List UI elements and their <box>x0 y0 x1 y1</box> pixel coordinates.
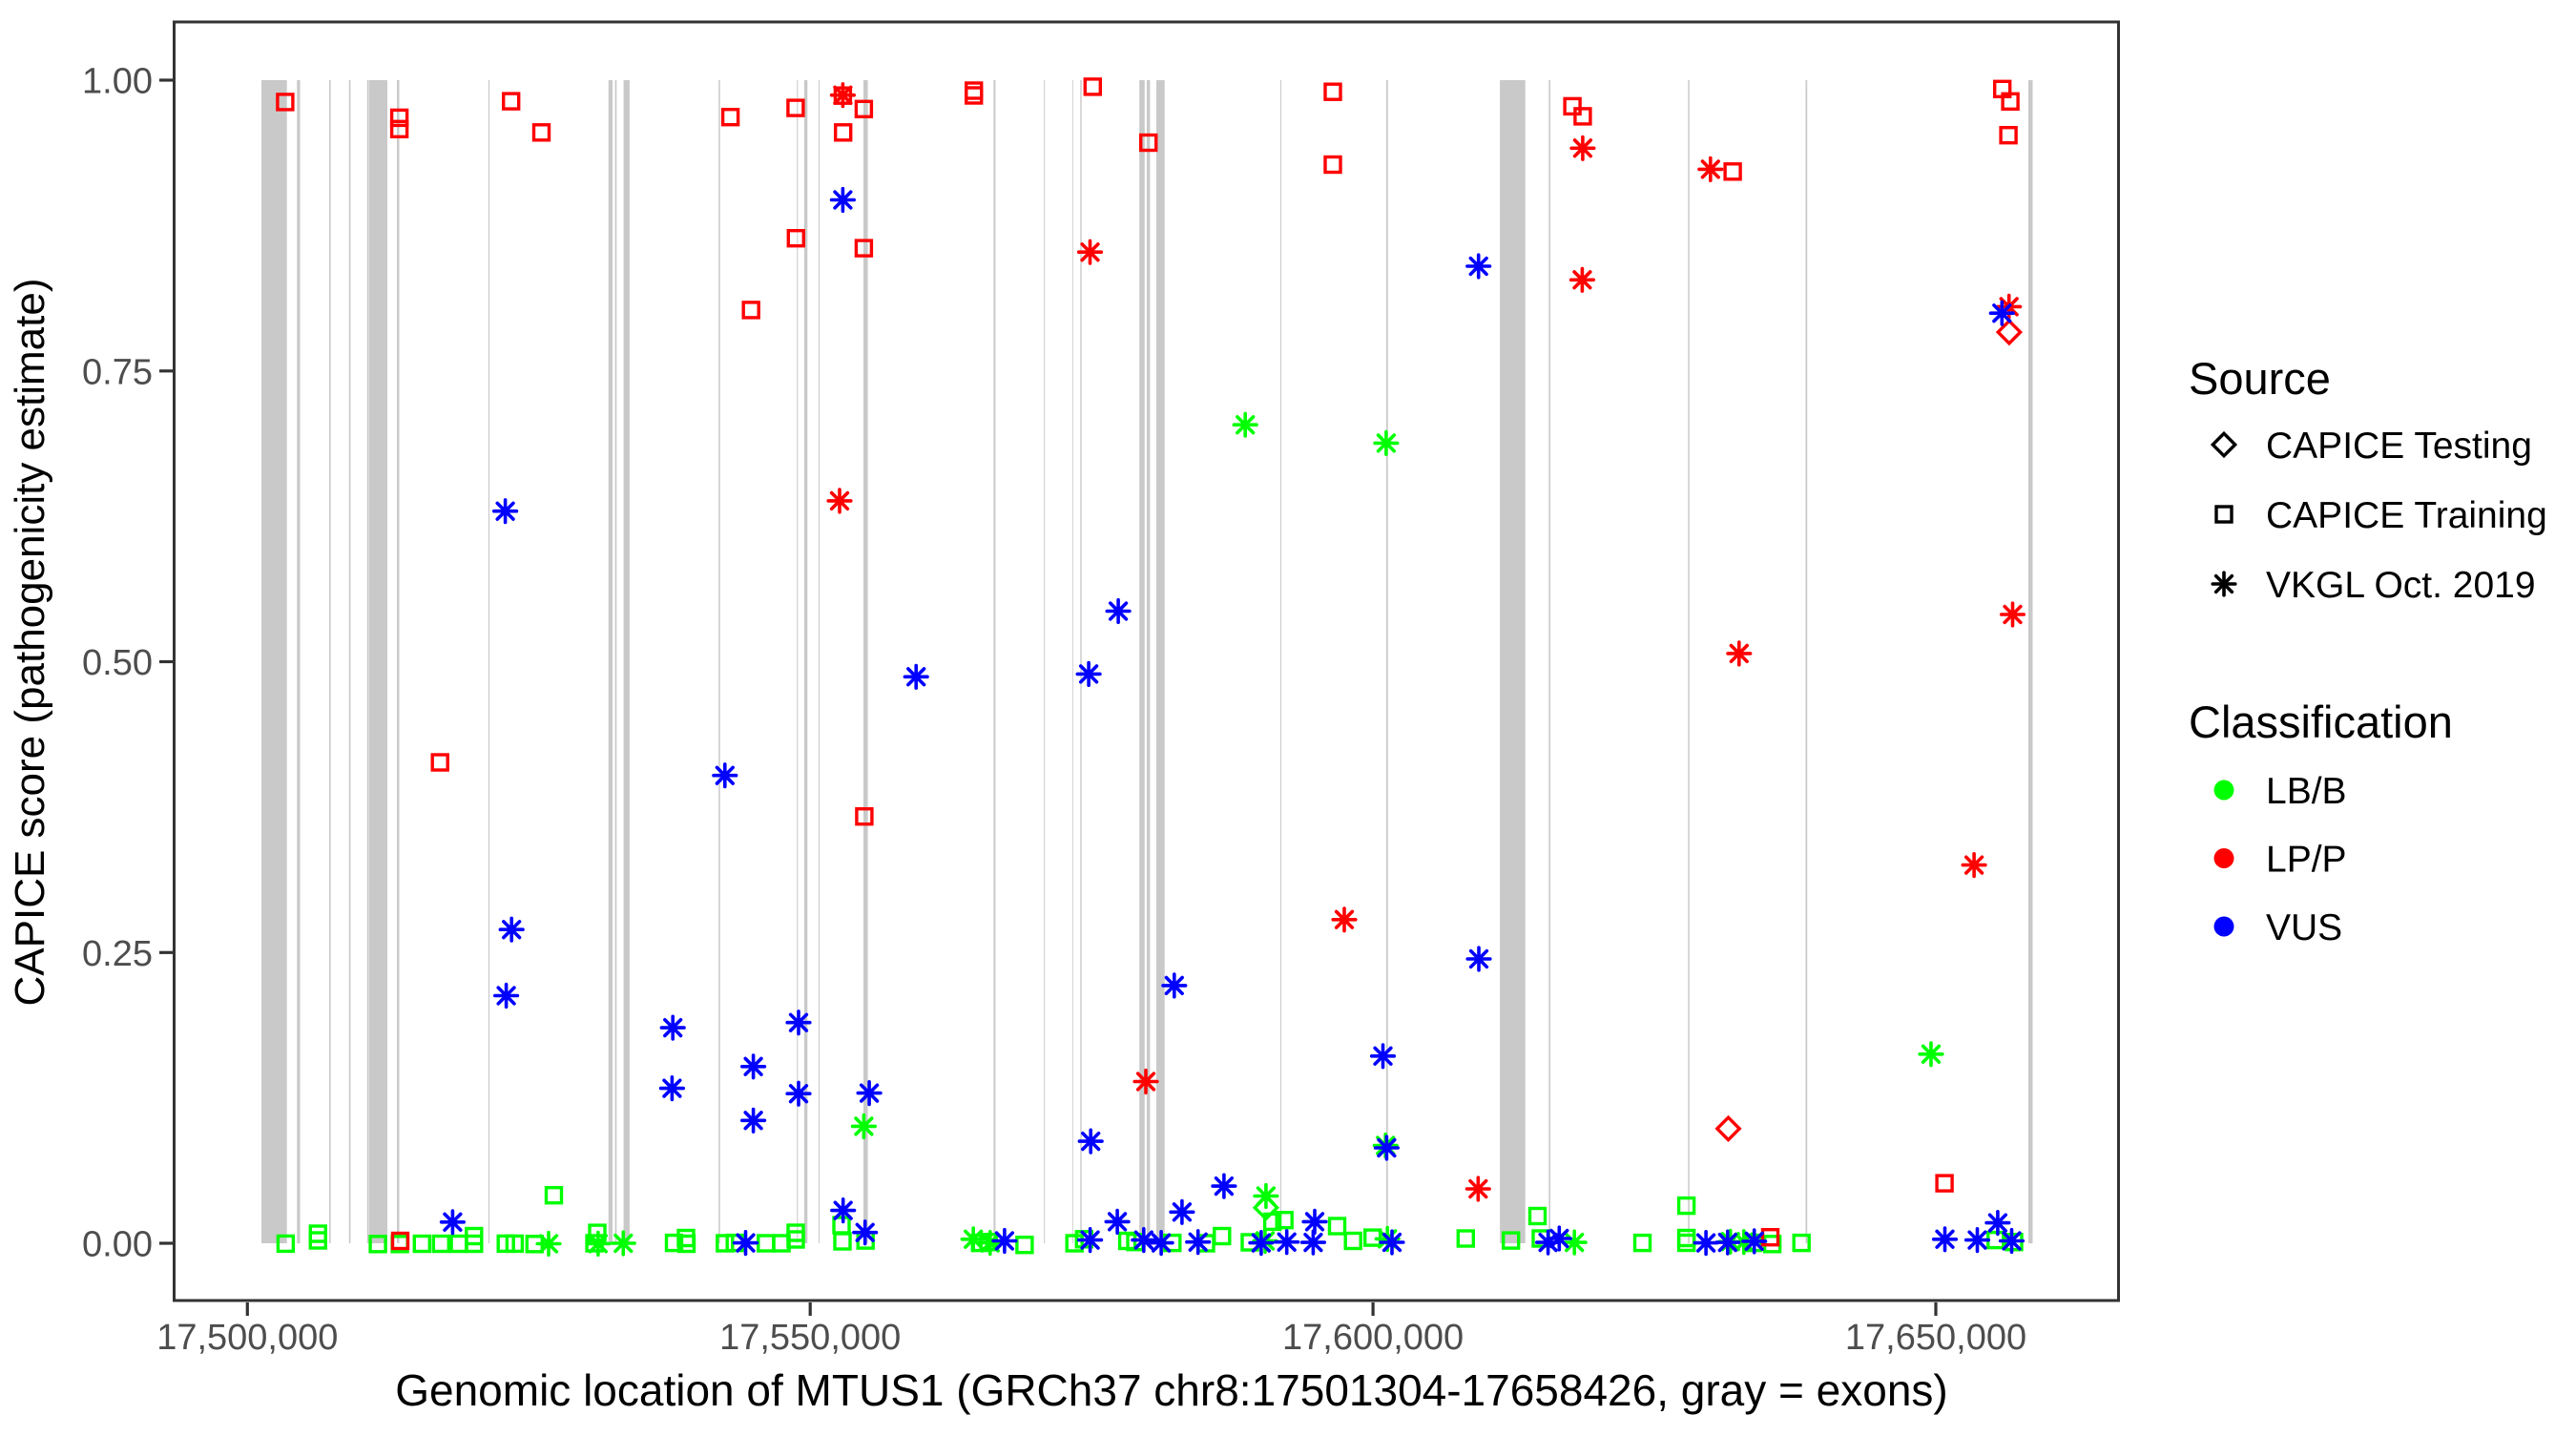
svg-text:Classification: Classification <box>2189 697 2453 747</box>
svg-text:0.50: 0.50 <box>82 643 153 683</box>
svg-text:0.75: 0.75 <box>82 352 153 392</box>
svg-text:CAPICE score (pathogenicity es: CAPICE score (pathogenicity estimate) <box>7 279 53 1007</box>
svg-text:LP/P: LP/P <box>2266 840 2347 881</box>
svg-text:17,650,000: 17,650,000 <box>1845 1318 2026 1358</box>
svg-text:Genomic location of MTUS1 (GRC: Genomic location of MTUS1 (GRCh37 chr8:1… <box>395 1365 1948 1415</box>
svg-text:0.25: 0.25 <box>82 934 153 974</box>
svg-text:CAPICE Testing: CAPICE Testing <box>2266 426 2532 467</box>
svg-text:CAPICE Training: CAPICE Training <box>2266 495 2547 536</box>
svg-text:17,550,000: 17,550,000 <box>719 1318 901 1358</box>
svg-text:17,500,000: 17,500,000 <box>156 1318 338 1358</box>
svg-text:LB/B: LB/B <box>2266 771 2347 812</box>
svg-text:17,600,000: 17,600,000 <box>1282 1318 1464 1358</box>
svg-text:VKGL Oct. 2019: VKGL Oct. 2019 <box>2266 565 2536 606</box>
svg-text:1.00: 1.00 <box>82 62 153 102</box>
svg-text:0.00: 0.00 <box>82 1225 153 1265</box>
svg-text:Source: Source <box>2189 353 2331 404</box>
svg-text:VUS: VUS <box>2266 907 2342 948</box>
